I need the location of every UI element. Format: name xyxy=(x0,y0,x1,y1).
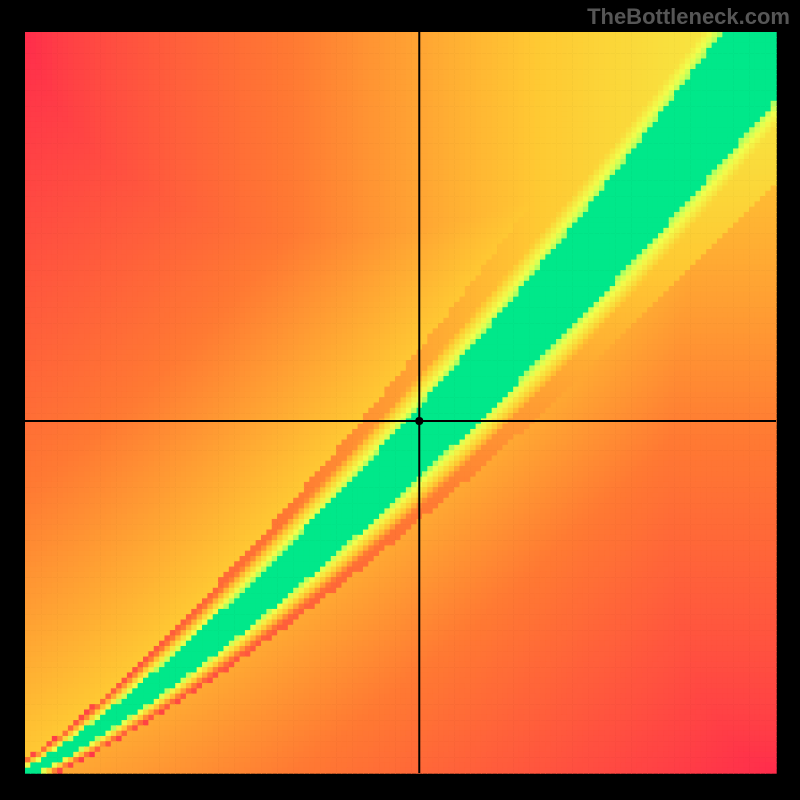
bottleneck-heatmap xyxy=(0,0,800,800)
watermark-label: TheBottleneck.com xyxy=(587,4,790,30)
